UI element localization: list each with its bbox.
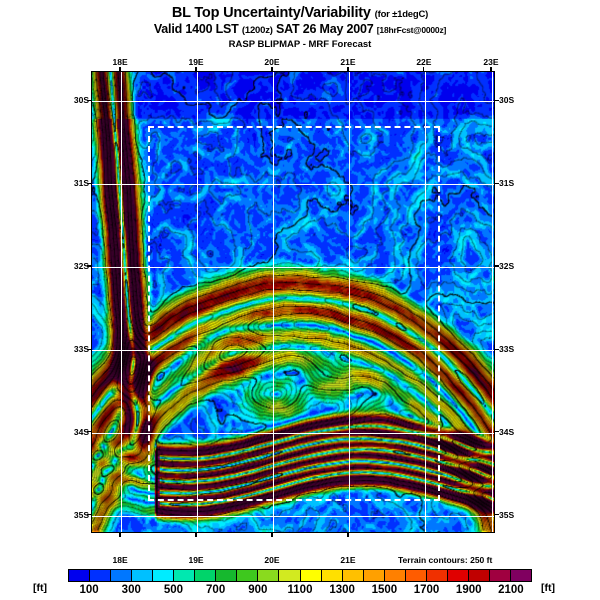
colorbar-segment-7: [216, 570, 238, 581]
axis-label-right-31S: 31S: [499, 178, 515, 189]
colorbar-segment-3: [132, 570, 154, 581]
colorbar-segment-17: [426, 570, 448, 581]
colorbar-tick-700: 700: [206, 584, 226, 596]
valid-prefix: Valid 1400 LST: [153, 22, 239, 36]
axis-label-top-20E: 20E: [264, 57, 280, 67]
colorbar-segment-16: [405, 570, 427, 581]
axis-label-right-34S: 34S: [499, 426, 515, 437]
colorbar-segment-11: [300, 570, 322, 581]
terrain-contour-note: Terrain contours: 250 ft: [398, 555, 493, 565]
axis-tick-bottom-20E: [271, 533, 273, 537]
valid-zulu: (1200z): [241, 25, 273, 36]
axis-label-top-23E: 23E: [483, 57, 499, 67]
axis-label-top-18E: 18E: [112, 57, 128, 67]
axis-tick-right-34S: [495, 431, 499, 433]
axis-label-bottom-18E: 18E: [112, 555, 128, 565]
axis-label-left-31S: 31S: [73, 178, 89, 189]
colorbar-tick-500: 500: [163, 584, 184, 596]
figure-valid-line: Valid 1400 LST (1200z) SAT 26 May 2007 […: [0, 22, 600, 38]
uncertainty-field: [92, 72, 494, 532]
axis-tick-left-34S: [87, 431, 91, 433]
colorbar-tick-1300: 1300: [329, 584, 355, 596]
axis-tick-bottom-18E: [119, 533, 121, 537]
figure-title-qualifier: (for ±1degC): [374, 9, 429, 20]
colorbar-tick-1500: 1500: [371, 584, 398, 596]
colorbar-segment-5: [174, 570, 196, 581]
axis-tick-top-23E: [490, 67, 492, 71]
colorbar-segment-4: [153, 570, 175, 581]
colorbar-segment-21: [510, 570, 532, 581]
axis-tick-bottom-19E: [195, 533, 197, 537]
figure-model-line: RASP BLIPMAP - MRF Forecast: [228, 39, 372, 50]
colorbar-segment-10: [279, 570, 301, 581]
axis-label-left-34S: 34S: [73, 426, 89, 437]
axis-label-right-35S: 35S: [499, 509, 515, 520]
colorbar-segment-19: [468, 570, 490, 581]
figure-title: BL Top Uncertainty/Variability (for ±1de…: [0, 6, 600, 22]
colorbar-tick-1700: 1700: [413, 584, 440, 596]
colorbar-tick-2100: 2100: [498, 584, 524, 596]
colorbar-segment-20: [489, 570, 511, 581]
colorbar[interactable]: [68, 569, 532, 582]
axis-label-right-30S: 30S: [499, 95, 515, 106]
colorbar-segment-13: [342, 570, 364, 581]
valid-date: SAT 26 May 2007: [275, 22, 374, 36]
colorbar-segment-15: [384, 570, 406, 581]
axis-tick-left-32S: [87, 265, 91, 267]
axis-tick-top-22E: [423, 67, 425, 71]
axis-label-bottom-20E: 20E: [264, 555, 280, 565]
axis-tick-left-31S: [87, 182, 91, 184]
axis-label-left-33S: 33S: [73, 344, 89, 355]
axis-label-top-19E: 19E: [188, 57, 204, 67]
axis-tick-top-19E: [195, 67, 197, 71]
axis-tick-right-33S: [495, 348, 499, 350]
axis-label-left-35S: 35S: [73, 509, 89, 520]
colorbar-gradient: [68, 569, 532, 582]
colorbar-segment-12: [321, 570, 343, 581]
colorbar-segment-1: [90, 570, 112, 581]
axis-tick-right-35S: [495, 513, 499, 516]
axis-tick-right-32S: [495, 265, 499, 267]
axis-label-right-32S: 32S: [499, 260, 515, 271]
colorbar-segment-9: [258, 570, 280, 581]
axis-tick-bottom-21E: [347, 533, 349, 537]
colorbar-segment-2: [111, 570, 133, 581]
axis-tick-top-21E: [347, 67, 349, 71]
axis-tick-top-18E: [119, 67, 121, 71]
axis-tick-left-30S: [87, 99, 91, 101]
figure-title-main: BL Top Uncertainty/Variability: [171, 5, 371, 21]
colorbar-unit-left: [ft]: [33, 582, 47, 594]
axis-label-top-21E: 21E: [340, 57, 356, 67]
axis-label-top-22E: 22E: [416, 57, 432, 67]
colorbar-tick-100: 100: [79, 584, 99, 596]
colorbar-unit-right: [ft]: [541, 582, 555, 594]
axis-label-right-33S: 33S: [499, 344, 515, 355]
colorbar-tick-900: 900: [248, 584, 268, 596]
colorbar-segment-14: [363, 570, 385, 581]
axis-label-left-32S: 32S: [73, 260, 89, 271]
axis-label-bottom-19E: 19E: [188, 555, 204, 565]
colorbar-segment-0: [69, 570, 91, 581]
axis-tick-right-30S: [495, 99, 499, 101]
forecast-tag: [18hrFcst@0000z]: [376, 25, 447, 35]
axis-tick-left-35S: [87, 513, 91, 516]
figure-titles: BL Top Uncertainty/Variability (for ±1de…: [0, 6, 600, 51]
axis-label-left-30S: 30S: [73, 95, 89, 106]
colorbar-segment-8: [237, 570, 259, 581]
axis-tick-left-33S: [87, 348, 91, 350]
map-plot-area[interactable]: [91, 71, 495, 533]
colorbar-segment-18: [447, 570, 469, 581]
axis-tick-top-20E: [271, 67, 273, 71]
axis-label-bottom-21E: 21E: [340, 555, 356, 565]
colorbar-tick-1100: 1100: [287, 584, 313, 596]
colorbar-tick-1900: 1900: [455, 584, 482, 596]
colorbar-segment-6: [195, 570, 217, 581]
axis-tick-right-31S: [495, 182, 499, 184]
colorbar-tick-300: 300: [121, 584, 141, 596]
